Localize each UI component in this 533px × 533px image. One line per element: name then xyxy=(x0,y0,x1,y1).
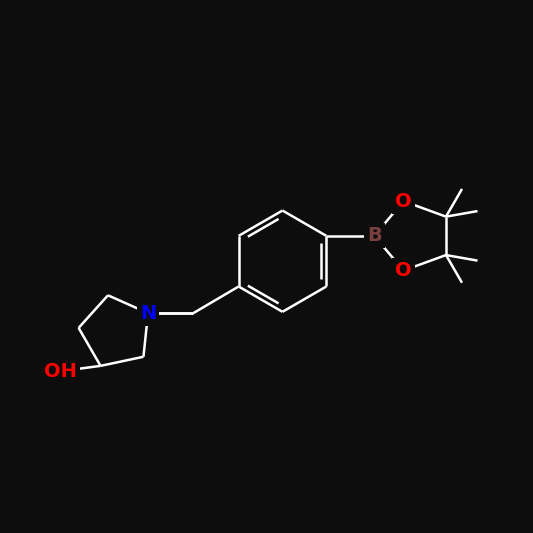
Text: O: O xyxy=(395,192,412,211)
Text: OH: OH xyxy=(44,362,77,381)
Text: N: N xyxy=(140,304,156,322)
Text: O: O xyxy=(395,261,412,280)
Text: B: B xyxy=(367,227,382,245)
